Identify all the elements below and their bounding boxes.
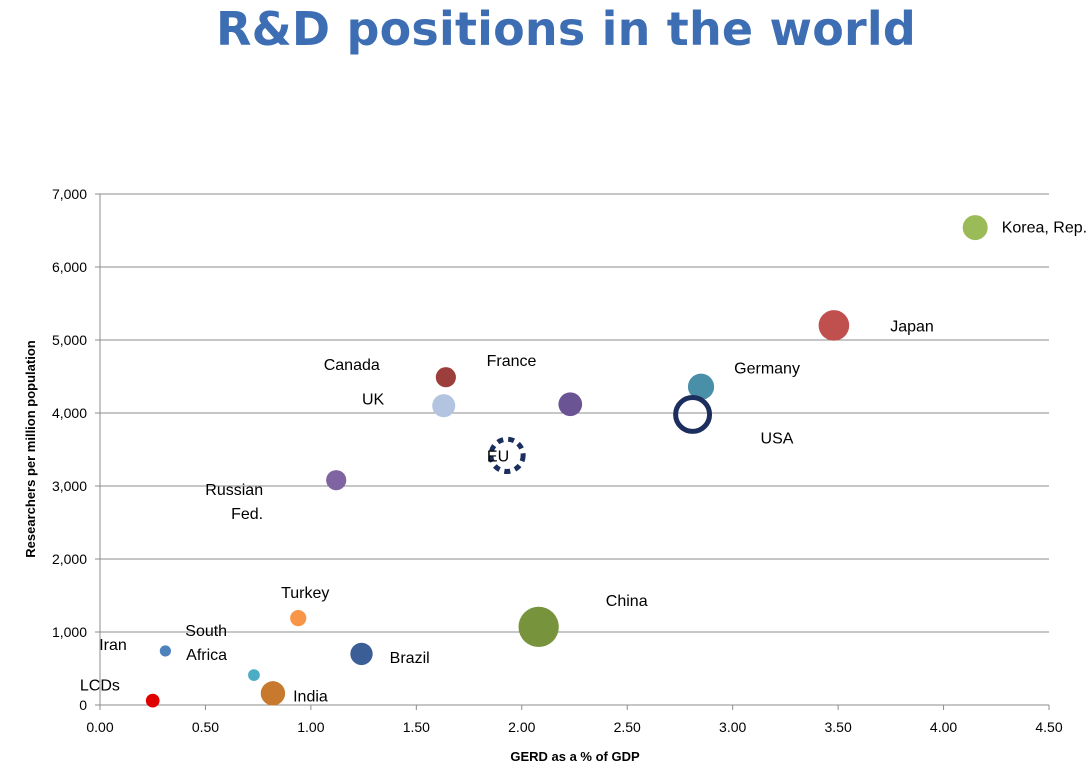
- bubble-india: [260, 681, 286, 706]
- x-tick-label: 3.00: [719, 719, 746, 735]
- bubble-china: [518, 606, 559, 648]
- bubble-eu: [488, 436, 526, 474]
- x-tick-label: 2.50: [614, 719, 641, 735]
- bubble-iran: [159, 645, 171, 657]
- bubble-korea-rep: [962, 215, 988, 241]
- bubble-germany: [687, 373, 715, 400]
- y-tick-label: 0: [79, 697, 87, 713]
- label-china: China: [606, 593, 648, 610]
- label-france: France: [487, 353, 537, 370]
- y-tick-label: 5,000: [52, 332, 87, 348]
- axes: 0 1,000 2,000 3,000 4,000 5,000 6,000 7,000 0.00…: [52, 186, 1063, 735]
- bubble-south-africa: [248, 669, 260, 681]
- data-labels: Korea, Rep. Japan Germany USA France EU Canada…: [80, 220, 1087, 706]
- y-tick-label: 7,000: [52, 186, 87, 202]
- y-tick-label: 6,000: [52, 259, 87, 275]
- bubble-russian-fed: [326, 470, 347, 491]
- x-tick-label: 2.00: [508, 719, 535, 735]
- x-axis-title: GERD as a % of GDP: [510, 749, 640, 764]
- label-eu: EU: [487, 448, 509, 465]
- x-tick-label: 1.50: [403, 719, 430, 735]
- label-russian-fed: Russian Fed.: [205, 482, 263, 523]
- x-tick-label: 0.00: [86, 719, 113, 735]
- x-tick-label: 3.50: [824, 719, 851, 735]
- x-tick-label: 4.50: [1035, 719, 1062, 735]
- bubble-uk: [432, 394, 456, 418]
- bubble-france: [558, 392, 583, 417]
- label-uk: UK: [362, 392, 385, 409]
- bubbles: [145, 215, 988, 708]
- bubble-brazil: [350, 642, 373, 666]
- label-brazil: Brazil: [390, 650, 430, 667]
- label-korea-rep: Korea, Rep.: [1002, 220, 1087, 237]
- label-turkey: Turkey: [281, 585, 329, 602]
- label-germany: Germany: [734, 361, 800, 378]
- bubble-turkey: [290, 610, 307, 627]
- bubble-canada: [435, 367, 456, 388]
- label-lcds: LCDs: [80, 678, 120, 695]
- x-tick-label: 4.00: [930, 719, 957, 735]
- y-tick-label: 4,000: [52, 405, 87, 421]
- bubble-lcds: [145, 693, 160, 708]
- bubble-usa: [673, 394, 713, 434]
- label-india: India: [293, 688, 328, 705]
- y-axis-title: Researchers per million population: [23, 340, 38, 557]
- page-title: R&D positions in the world: [215, 2, 917, 56]
- label-japan: Japan: [890, 318, 934, 335]
- gridlines: [100, 193, 1049, 633]
- label-south-africa: South Africa: [185, 623, 227, 664]
- label-iran: Iran: [99, 637, 127, 654]
- label-usa: USA: [761, 430, 794, 447]
- x-tick-label: 1.00: [297, 719, 324, 735]
- y-tick-label: 3,000: [52, 478, 87, 494]
- label-canada: Canada: [324, 357, 380, 374]
- bubble-japan: [818, 310, 850, 341]
- y-tick-label: 1,000: [52, 624, 87, 640]
- y-tick-label: 2,000: [52, 551, 87, 567]
- x-tick-label: 0.50: [192, 719, 219, 735]
